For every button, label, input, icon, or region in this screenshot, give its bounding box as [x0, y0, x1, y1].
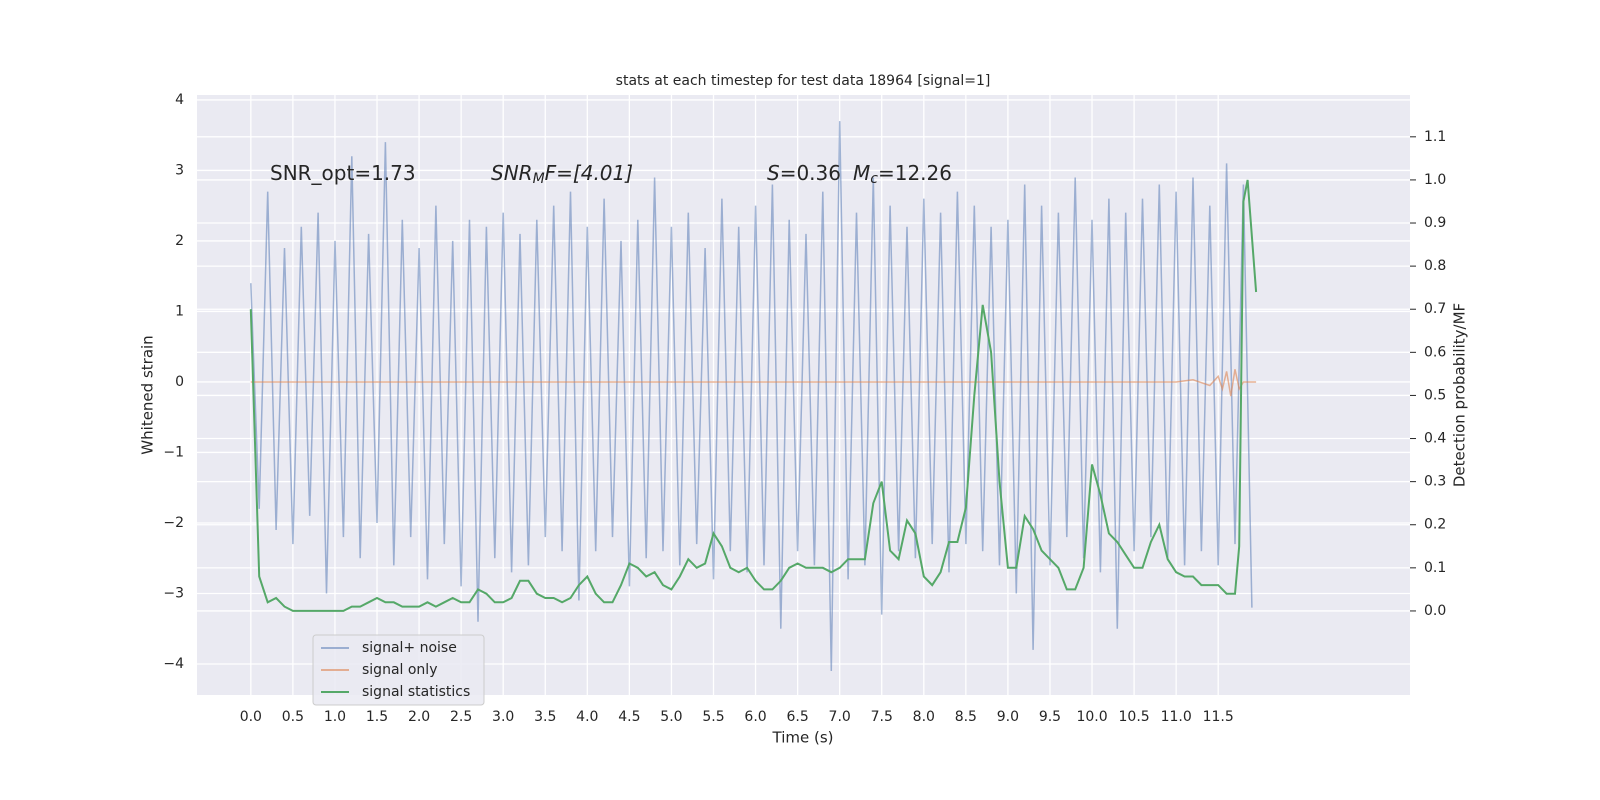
series	[249, 121, 1258, 672]
y2-tick-label: 1.1	[1424, 129, 1446, 145]
y2-tick-label: 0.8	[1424, 258, 1446, 274]
x-tick-label: 9.0	[997, 709, 1019, 725]
y2-tick-label: 0.6	[1424, 344, 1446, 360]
y2-tick-label: 0.9	[1424, 215, 1446, 231]
x-tick-label: 6.5	[786, 709, 808, 725]
x-tick-label: 2.0	[408, 709, 430, 725]
y-tick-label: −2	[163, 515, 184, 531]
x-tick-label: 3.0	[492, 709, 514, 725]
y-tick-label: −3	[163, 585, 184, 601]
x-tick-label: 8.0	[913, 709, 935, 725]
x-tick-label: 6.0	[744, 709, 766, 725]
x-tick-label: 11.5	[1203, 709, 1234, 725]
annotation: SNR_opt=1.73	[270, 161, 416, 185]
series-line	[250, 369, 1257, 397]
legend-label: signal+ noise	[362, 640, 457, 656]
y-axis-label: Whitened strain	[139, 335, 157, 454]
annotation-text: SNR	[491, 161, 533, 185]
series-line	[250, 121, 1253, 672]
x-tick-label: 2.5	[450, 709, 472, 725]
annotation-text: M	[533, 171, 545, 187]
y-tick-label: 0	[175, 374, 184, 390]
x-tick-label: 8.5	[955, 709, 977, 725]
x-tick-label: 11.0	[1161, 709, 1192, 725]
x-tick-label: 5.5	[702, 709, 724, 725]
x-tick-label: 1.0	[324, 709, 346, 725]
annotation-text: =0.36	[780, 161, 841, 185]
legend-label: signal only	[362, 662, 437, 678]
y-tick-label: 4	[175, 92, 184, 108]
y-tick-label: 1	[175, 303, 184, 319]
legend-box	[312, 634, 485, 706]
y2-axis-label: Detection probability/MF	[1451, 303, 1469, 487]
y-tick-label: −4	[163, 656, 184, 672]
y2-tick-label: 1.0	[1424, 172, 1446, 188]
x-tick-label: 7.0	[829, 709, 851, 725]
x-tick-label: 0.5	[282, 709, 304, 725]
annotation-text: S	[767, 161, 780, 185]
x-tick-label: 1.5	[366, 709, 388, 725]
annotation-text: M	[853, 161, 870, 185]
x-tick-label: 4.0	[576, 709, 598, 725]
x-tick-label: 5.0	[660, 709, 682, 725]
y2-tick-label: 0.7	[1424, 301, 1446, 317]
legend: signal+ noise signal only signal statistic…	[312, 634, 485, 706]
annotation-text: =12.26	[878, 161, 952, 185]
x-tick-label: 10.0	[1076, 709, 1107, 725]
x-tick-label: 4.5	[618, 709, 640, 725]
x-tick-label: 9.5	[1039, 709, 1061, 725]
x-tick-label: 10.5	[1119, 709, 1150, 725]
y2-tick-label: 0.3	[1424, 474, 1446, 490]
y2-tick-label: 0.0	[1424, 603, 1446, 619]
x-axis-label: Time (s)	[772, 729, 834, 747]
y-tick-label: 3	[175, 162, 184, 178]
annotation: S=0.36 Mc=12.26	[767, 161, 952, 188]
chart-title: stats at each timestep for test data 189…	[616, 73, 991, 89]
legend-label: signal statistics	[362, 684, 470, 700]
x-tick-label: 3.5	[534, 709, 556, 725]
x-tick-label: 0.0	[240, 709, 262, 725]
y2-tick-label: 0.5	[1424, 387, 1446, 403]
y2-tick-label: 0.4	[1424, 431, 1446, 447]
annotation: SNRMF=[4.01]	[491, 161, 633, 188]
annotation-text: c	[870, 171, 878, 187]
series-line	[249, 179, 1258, 612]
y2-tick-label: 0.2	[1424, 517, 1446, 533]
annotation-text: F=[4.01]	[545, 161, 633, 185]
y-tick-label: −1	[163, 444, 184, 460]
y2-tick-label: 0.1	[1424, 560, 1446, 576]
y-tick-label: 2	[175, 233, 184, 249]
annotation-text: SNR_opt=1.73	[270, 161, 416, 185]
x-tick-label: 7.5	[871, 709, 893, 725]
